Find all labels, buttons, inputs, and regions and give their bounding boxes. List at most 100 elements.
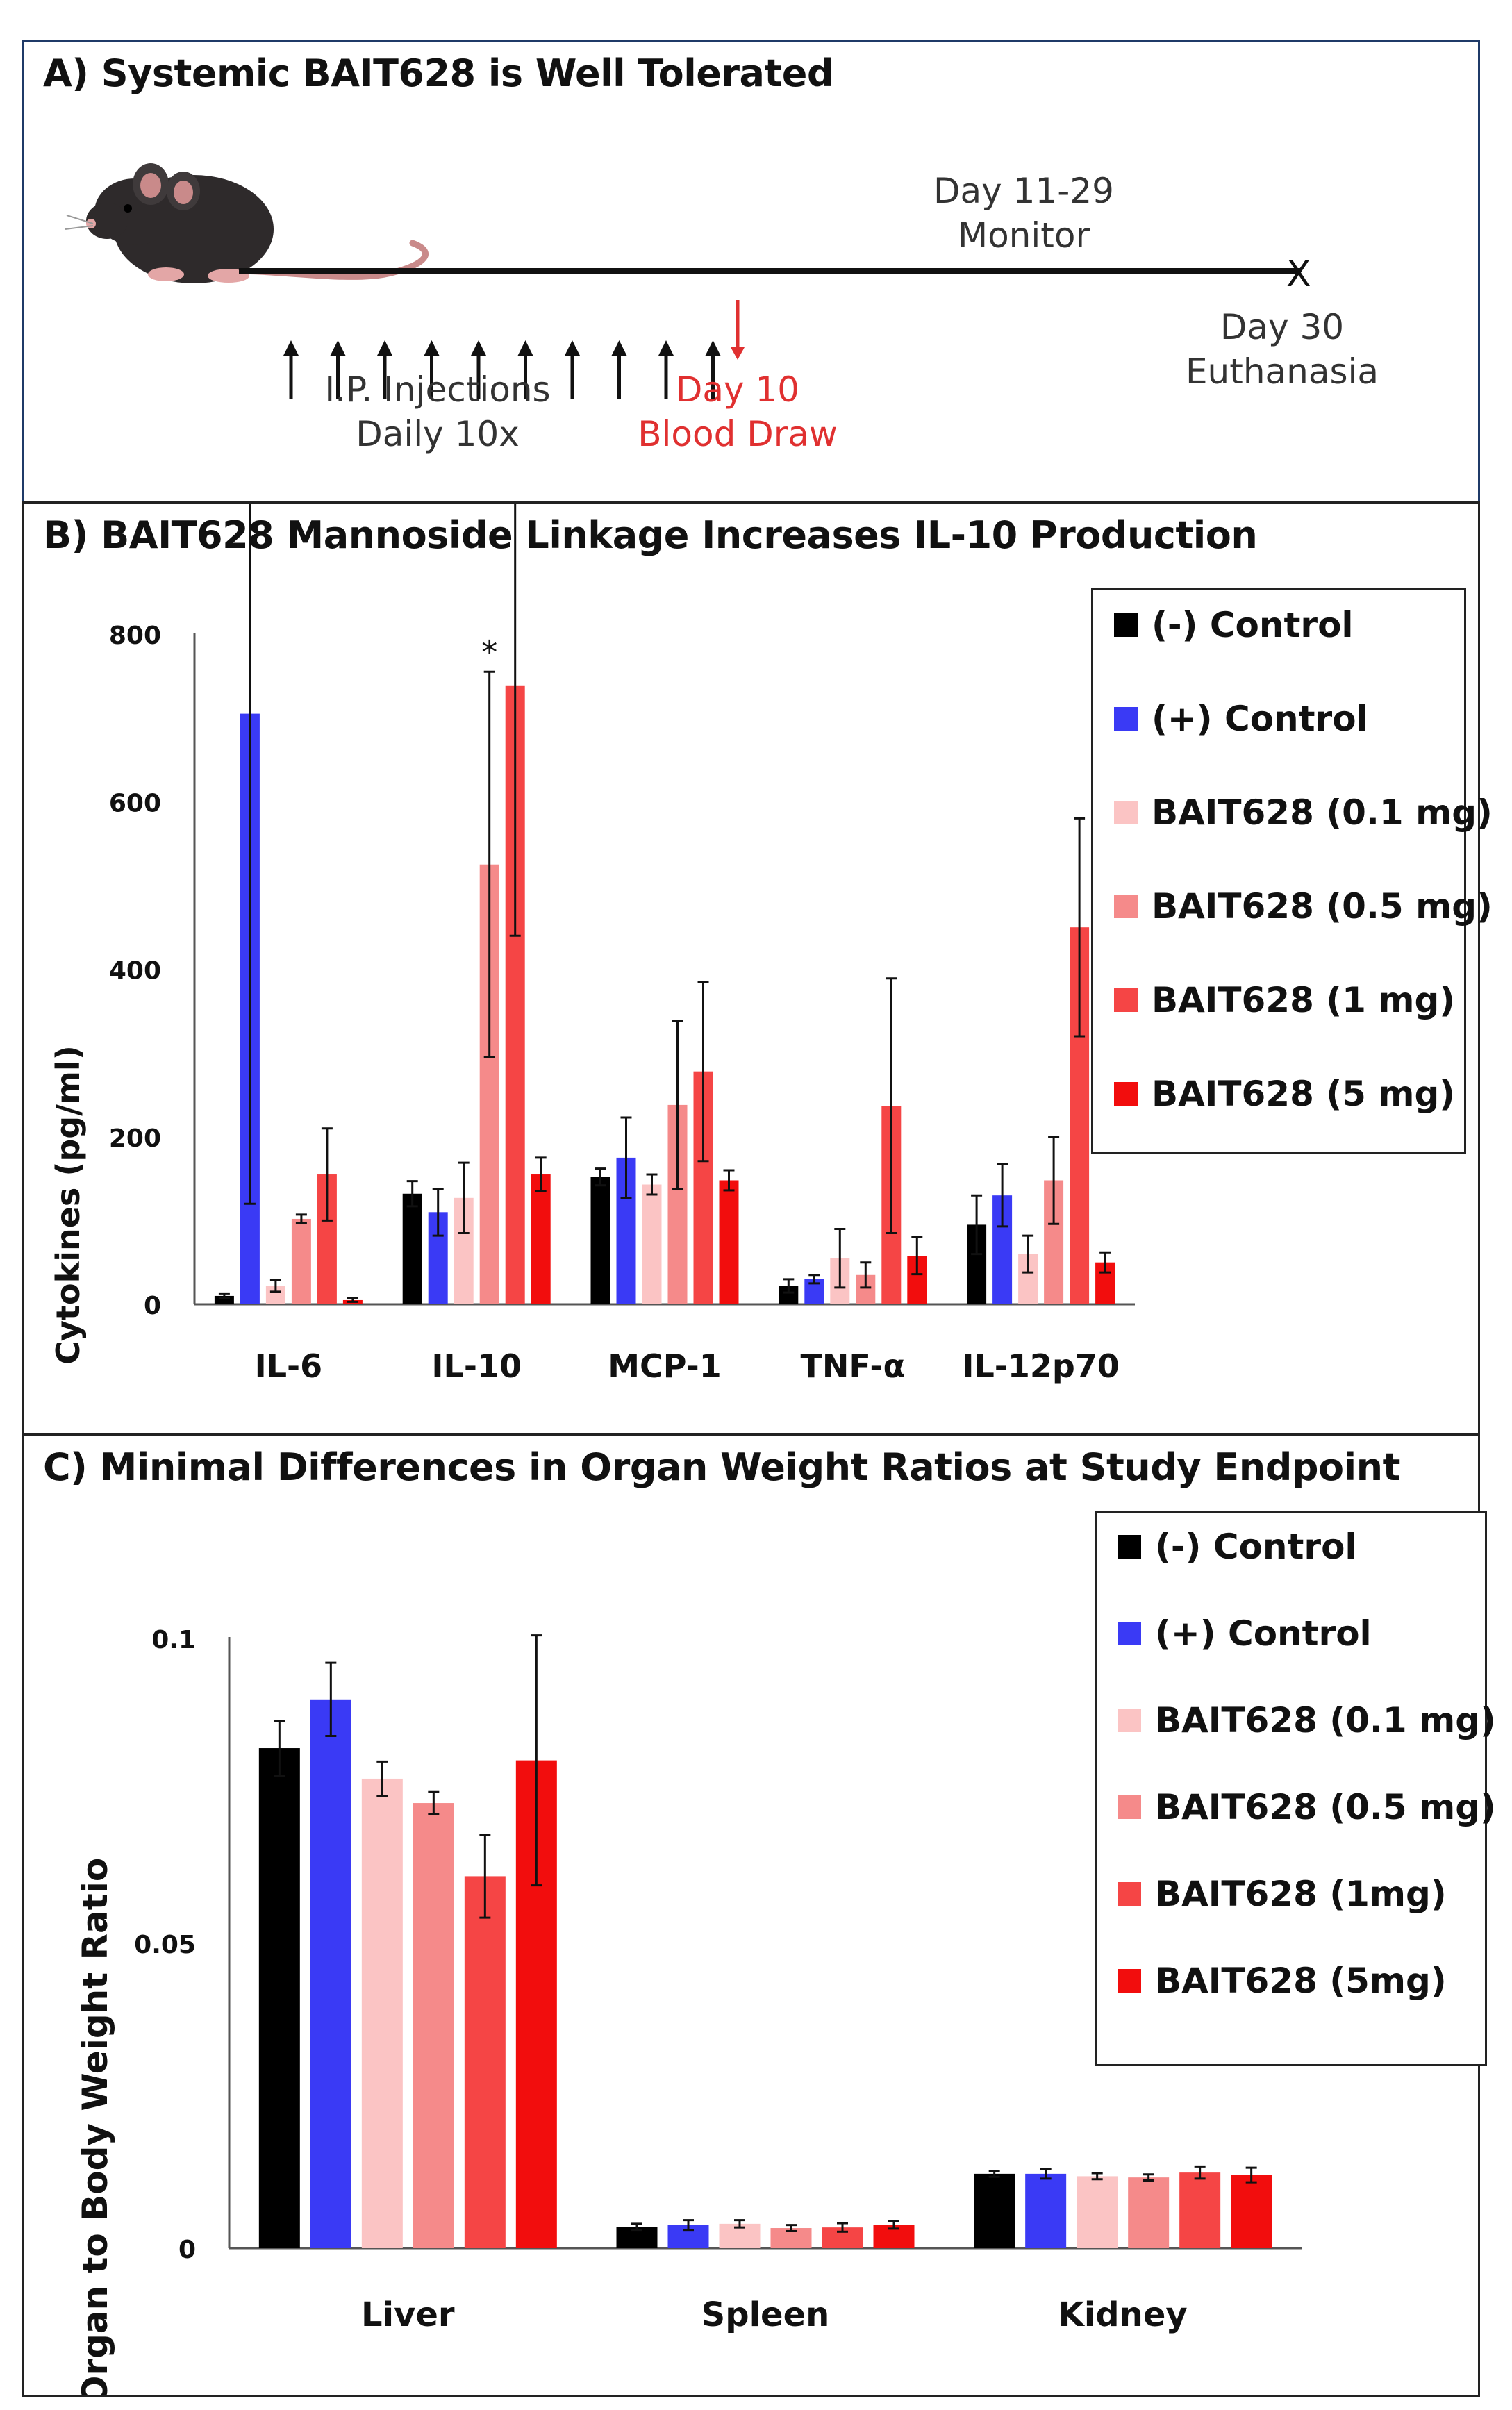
legend-item: BAIT628 (5 mg) — [1114, 1074, 1455, 1114]
legend-item: BAIT628 (0.5 mg) — [1118, 1787, 1496, 1827]
y-tick-label: 0.1 — [151, 1626, 196, 1654]
euthanasia-label-1: Day 30 — [1220, 307, 1344, 347]
error-bar — [1074, 817, 1086, 1038]
x-category-label: MCP-1 — [608, 1347, 722, 1385]
legend-label: BAIT628 (0.1 mg) — [1155, 1700, 1496, 1740]
legend-item: (+) Control — [1118, 1613, 1372, 1654]
x-category-label: Spleen — [701, 2295, 830, 2334]
end-marker: X — [1286, 254, 1311, 295]
x-category-label: IL-6 — [255, 1347, 323, 1385]
bar — [291, 1218, 311, 1304]
legend-label: BAIT628 (0.1 mg) — [1152, 792, 1493, 833]
legend-swatch — [1114, 895, 1138, 918]
legend-label: BAIT628 (1 mg) — [1152, 980, 1456, 1020]
error-bar — [325, 1661, 337, 1737]
bar — [464, 1876, 506, 2248]
legend-swatch — [1114, 988, 1138, 1012]
timeline-diagram: X I.P. Injections Daily 10x Day 10 Blood… — [65, 163, 1379, 454]
error-bar — [269, 1279, 281, 1293]
error-bar — [509, 504, 521, 937]
error-bar — [1245, 2166, 1257, 2184]
cytokine-legend: (-) Control (+) Control BAIT628 (0.1 mg)… — [1091, 588, 1493, 1154]
error-bar — [1091, 2172, 1103, 2181]
euthanasia-label-2: Euthanasia — [1186, 351, 1379, 392]
legend-item: BAIT628 (1mg) — [1118, 1874, 1447, 1914]
error-bar — [535, 1156, 547, 1192]
error-bar — [531, 1634, 542, 1887]
legend-label: BAIT628 (0.5 mg) — [1152, 886, 1493, 926]
x-category-label: Liver — [361, 2295, 455, 2334]
bar — [719, 1180, 739, 1304]
legend-swatch — [1118, 1622, 1141, 1645]
legend-swatch — [1114, 707, 1138, 731]
monitor-label-2: Monitor — [958, 215, 1090, 256]
y-tick-label: 0 — [178, 2236, 196, 2264]
error-bar — [988, 2169, 1000, 2178]
bar — [258, 1748, 300, 2248]
error-bar — [808, 1274, 820, 1285]
legend-label: BAIT628 (1mg) — [1155, 1874, 1447, 1914]
significance-marker: * — [481, 633, 497, 671]
panel-a: A) Systemic BAIT628 is Well Tolerated — [22, 40, 1480, 504]
injection-arrow — [565, 340, 580, 399]
legend-swatch — [1118, 1795, 1141, 1819]
error-bar — [458, 1161, 470, 1234]
error-bar — [837, 2222, 848, 2233]
error-bar — [783, 1278, 795, 1294]
error-bar — [886, 977, 897, 1234]
injections-label-2: Daily 10x — [356, 414, 520, 454]
injection-arrow — [283, 340, 299, 399]
panel-c-title: C) Minimal Differences in Organ Weight R… — [43, 1445, 1400, 1489]
legend-swatch — [1114, 1082, 1138, 1106]
error-bar — [483, 670, 495, 1058]
injections-label-1: I.P. Injections — [324, 369, 550, 410]
panel-c: C) Minimal Differences in Organ Weight R… — [22, 1433, 1496, 2397]
legend-label: BAIT628 (5 mg) — [1152, 1074, 1456, 1114]
error-bar — [646, 1173, 658, 1196]
error-bar — [347, 1297, 358, 1303]
error-bar — [406, 1180, 418, 1208]
y-tick-label: 0 — [144, 1292, 161, 1320]
mouse-icon — [65, 163, 429, 283]
error-bar — [1143, 2173, 1154, 2182]
error-bar — [321, 1127, 333, 1222]
legend-swatch — [1118, 1535, 1141, 1559]
legend-item: (-) Control — [1114, 605, 1354, 645]
error-bar — [432, 1188, 444, 1237]
legend-label: (+) Control — [1155, 1613, 1372, 1654]
legend-item: BAIT628 (0.5 mg) — [1114, 886, 1493, 926]
bar — [402, 1193, 422, 1304]
error-bar — [428, 1790, 440, 1815]
organ-y-axis-label: Organ to Body Weight Ratio — [75, 1858, 115, 2395]
legend-item: (+) Control — [1114, 699, 1368, 739]
bar — [1231, 2175, 1272, 2248]
injection-arrows — [283, 340, 721, 399]
error-bar — [274, 1720, 285, 1777]
error-bar — [595, 1167, 606, 1187]
legend-swatch — [1118, 1969, 1141, 1993]
legend-swatch — [1114, 613, 1138, 637]
bar — [590, 1177, 610, 1304]
error-bar — [834, 1227, 846, 1289]
error-bar — [244, 504, 256, 1205]
legend-item: BAIT628 (5mg) — [1118, 1961, 1447, 2001]
bar — [1128, 2177, 1170, 2248]
legend-item: BAIT628 (0.1 mg) — [1114, 792, 1493, 833]
bar — [310, 1699, 351, 2248]
panel-b-title: B) BAIT628 Mannoside Linkage Increases I… — [43, 513, 1258, 557]
error-bar — [218, 1292, 230, 1300]
error-bar — [631, 2222, 642, 2232]
error-bar — [376, 1760, 388, 1797]
cytokine-y-axis-label: Cytokines (pg/ml) — [49, 1045, 87, 1364]
error-bar — [1040, 2168, 1052, 2180]
error-bar — [860, 1261, 872, 1289]
error-bar — [1194, 2165, 1206, 2180]
y-tick-label: 400 — [109, 957, 161, 986]
bar — [531, 1174, 551, 1304]
error-bar — [1022, 1234, 1034, 1274]
x-category-label: TNF-α — [801, 1347, 906, 1385]
error-bar — [786, 2224, 797, 2232]
y-tick-label: 0.05 — [134, 1931, 196, 1959]
x-category-label: IL-12p70 — [962, 1347, 1119, 1385]
panel-b: B) BAIT628 Mannoside Linkage Increases I… — [22, 501, 1493, 1436]
